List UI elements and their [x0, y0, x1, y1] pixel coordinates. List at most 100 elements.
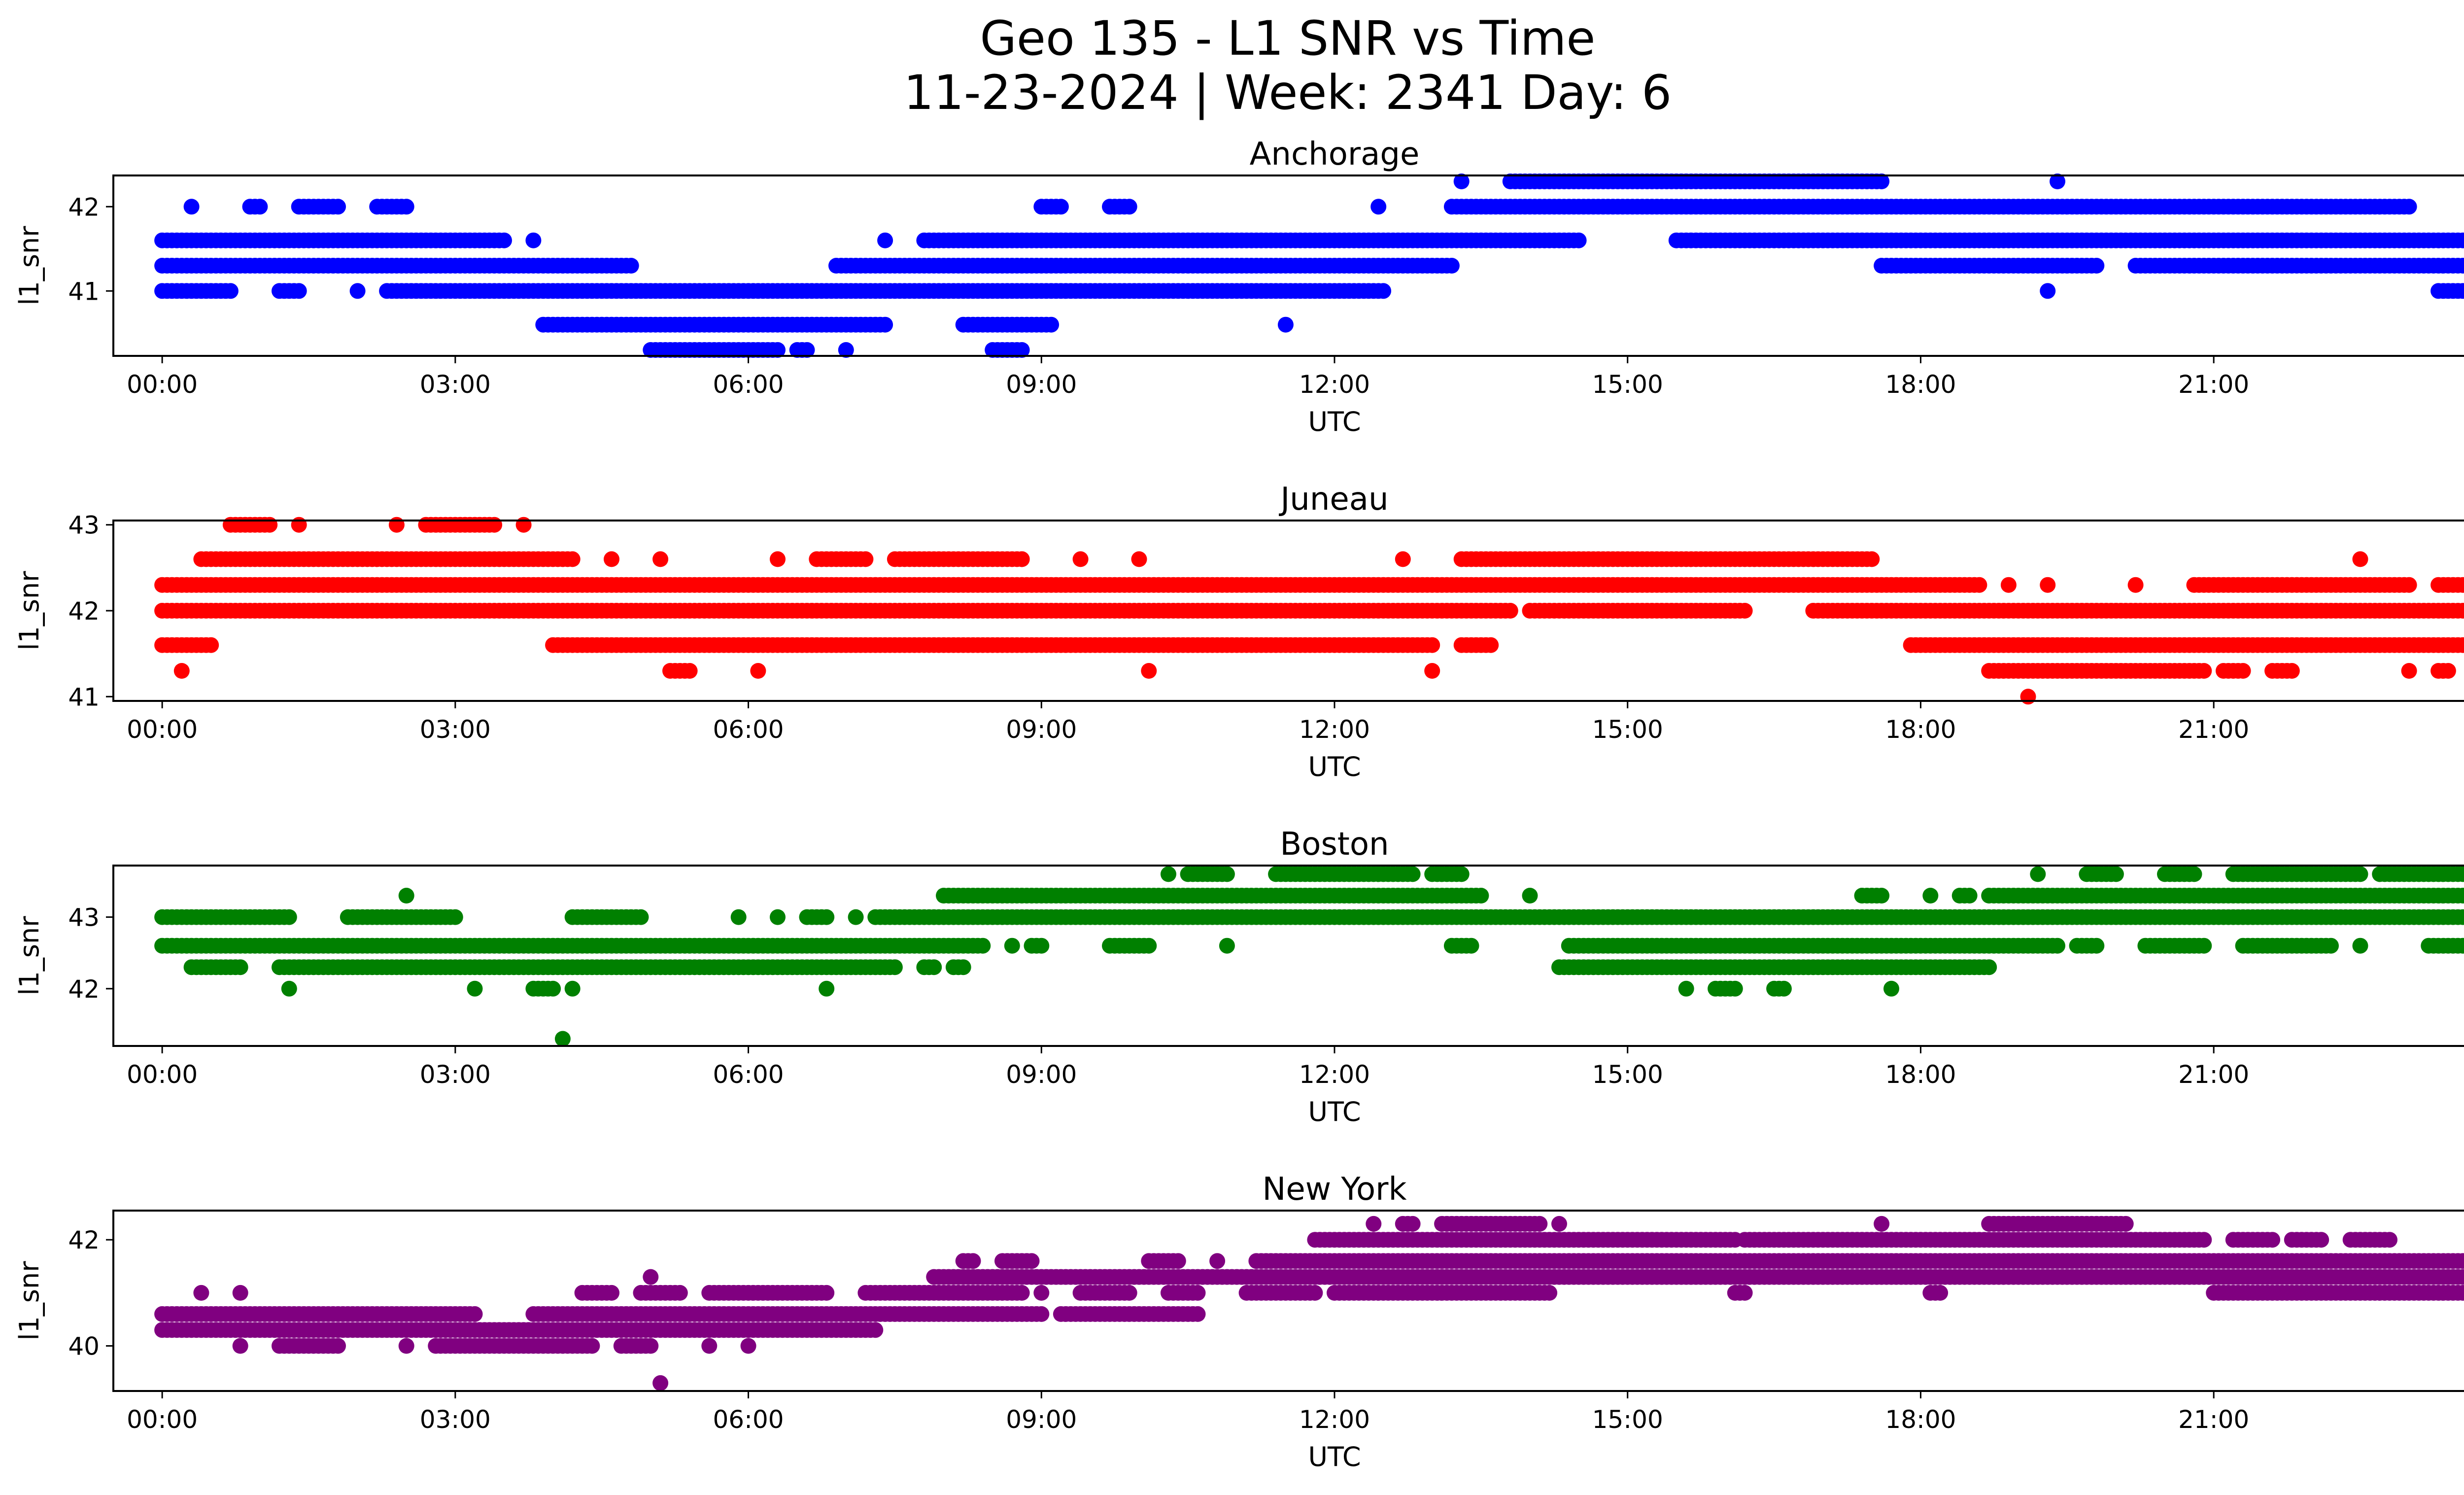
data-point [203, 637, 219, 653]
data-point [2382, 1232, 2397, 1248]
data-point [2030, 866, 2046, 882]
data-point [2000, 577, 2017, 593]
x-tick-label: 00:00 [127, 715, 198, 744]
data-point [1463, 938, 1479, 954]
x-tick-label: 12:00 [1299, 1060, 1370, 1089]
data-point [2264, 1232, 2281, 1248]
data-point [1404, 1216, 1421, 1232]
data-point [173, 663, 190, 679]
data-point [857, 551, 874, 567]
data-point [770, 909, 786, 925]
x-tick-label: 00:00 [127, 1060, 198, 1089]
data-point [1961, 888, 1978, 904]
points-boston [154, 866, 2464, 1047]
x-tick-label: 09:00 [1006, 370, 1077, 399]
data-point [633, 909, 649, 925]
data-point [1053, 199, 1069, 215]
x-tick-label: 03:00 [420, 1060, 491, 1089]
y-axis-label-juneau: l1_snr [14, 571, 45, 651]
data-point [926, 959, 942, 975]
data-point [2352, 938, 2368, 954]
x-tick-label: 09:00 [1006, 715, 1077, 744]
data-point [1776, 980, 1792, 997]
data-point [2118, 1216, 2134, 1232]
data-point [564, 980, 581, 997]
data-point [1209, 1253, 1226, 1269]
y-tick-label: 42 [68, 975, 100, 1004]
points-new-york [154, 1216, 2464, 1391]
data-point [1737, 603, 1753, 619]
data-point [398, 888, 414, 904]
data-point [1522, 888, 1538, 904]
x-tick-label: 21:00 [2178, 715, 2249, 744]
data-point [486, 517, 503, 533]
data-point [750, 663, 766, 679]
x-tick-label: 21:00 [2178, 1060, 2249, 1089]
data-point [1864, 551, 1880, 567]
data-point [1443, 258, 1460, 274]
data-point [604, 551, 619, 567]
x-axis-label-juneau: UTC [1308, 751, 1361, 782]
data-point [1883, 980, 1899, 997]
data-point [955, 959, 971, 975]
data-point [1141, 663, 1157, 679]
x-tick-label: 18:00 [1885, 715, 1956, 744]
data-point [398, 199, 414, 215]
data-point [447, 909, 463, 925]
data-point [2460, 233, 2464, 247]
data-point [1366, 1216, 1382, 1232]
data-point [1121, 199, 1137, 215]
data-point [1874, 174, 1890, 189]
data-point [848, 909, 864, 925]
data-point [1532, 1216, 1548, 1232]
data-point [496, 232, 512, 248]
y-axis-label-anchorage: l1_snr [14, 226, 45, 306]
data-point [1141, 938, 1157, 954]
data-point [2088, 938, 2105, 954]
data-point [1971, 577, 1987, 593]
data-point [1874, 888, 1890, 904]
data-point [515, 517, 532, 533]
data-point [1502, 603, 1518, 619]
data-point [2088, 258, 2105, 274]
data-point [877, 316, 893, 333]
data-point [525, 232, 542, 248]
x-tick-label: 00:00 [127, 370, 198, 399]
x-tick-label: 06:00 [713, 1060, 784, 1089]
data-point [1004, 938, 1020, 954]
data-point [281, 980, 297, 997]
data-point [252, 199, 268, 215]
data-point [2352, 551, 2368, 567]
data-point [1170, 1253, 1186, 1269]
x-tick-label: 03:00 [420, 370, 491, 399]
data-point [1370, 199, 1387, 215]
data-point [554, 1031, 571, 1047]
data-point [183, 199, 200, 215]
data-point [1981, 959, 1997, 975]
x-tick-label: 06:00 [713, 715, 784, 744]
data-point [2460, 258, 2464, 273]
data-point [2352, 866, 2368, 882]
data-point [623, 258, 639, 274]
data-point [1219, 866, 1235, 882]
x-tick-label: 15:00 [1592, 1060, 1663, 1089]
data-point [1395, 551, 1411, 567]
data-point [2040, 577, 2056, 593]
data-point [222, 283, 239, 299]
data-point [1043, 316, 1060, 333]
y-tick-label: 42 [68, 193, 100, 221]
data-point [2186, 866, 2202, 882]
data-point [887, 959, 903, 975]
data-point [1678, 980, 1694, 997]
data-point [819, 980, 835, 997]
data-point [1024, 1253, 1040, 1269]
x-tick-label: 18:00 [1885, 370, 1956, 399]
data-point [2401, 577, 2417, 593]
x-axis-label-boston: UTC [1308, 1096, 1361, 1127]
data-point [281, 909, 297, 925]
data-point [2020, 689, 2036, 705]
data-point [1473, 888, 1489, 904]
data-point [2050, 938, 2065, 954]
